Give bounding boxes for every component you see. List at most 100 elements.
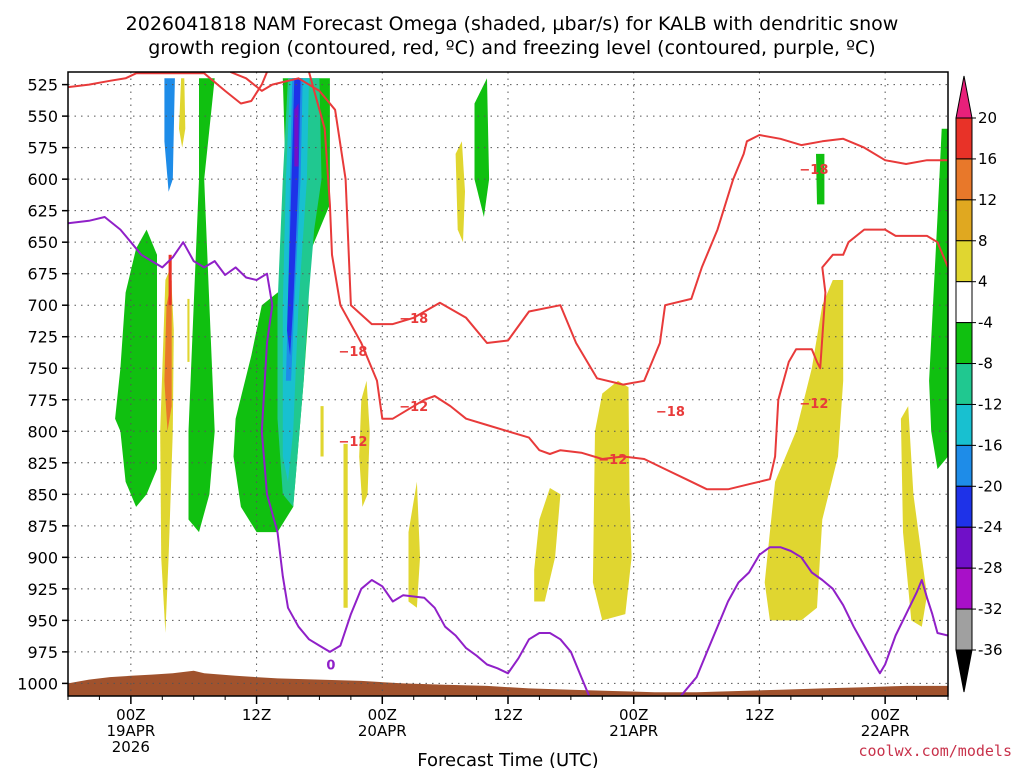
colorbar: 20 16 12 8 4 -4 -8 -12 -16 -20 -24 -28 -32 -36 — [955, 75, 1003, 693]
credit-link[interactable]: coolwx.com/models — [858, 742, 1012, 760]
omega-region-green-1 — [188, 78, 215, 533]
isotherm-label: −12 — [598, 453, 627, 468]
colorbar-swatch — [955, 158, 973, 201]
y-tick-label: 875 — [27, 517, 58, 536]
isotherm-label: 0 — [326, 658, 335, 673]
colorbar-swatch — [955, 363, 973, 405]
y-tick-label: 550 — [27, 107, 58, 126]
x-tick-label: 12Z — [493, 706, 522, 724]
omega-region-green-7 — [122, 412, 137, 438]
omega-region-green-5 — [816, 153, 825, 205]
colorbar-swatch — [955, 608, 973, 651]
y-tick-label: 925 — [27, 580, 58, 599]
y-tick-label: 600 — [27, 170, 58, 189]
x-tick-label: 00Z — [870, 706, 899, 724]
colorbar-swatch — [955, 567, 973, 610]
omega-region-purple-12 — [294, 103, 299, 167]
colorbar-swatch — [955, 117, 973, 160]
y-tick-label: 850 — [27, 485, 58, 504]
y-axis: 525 550 575 600 625 650 675 700 725 750 775 800 825 8… — [17, 76, 68, 693]
colorbar-label: 8 — [978, 232, 988, 250]
y-tick-label: 950 — [27, 611, 58, 630]
x-tick-label: 00Z — [368, 706, 397, 724]
isotherm-minus12-2 — [308, 72, 948, 491]
isotherm-minus12-1 — [68, 72, 268, 105]
colorbar-bottom-arrow — [955, 649, 973, 693]
colorbar-label: -28 — [978, 559, 1003, 577]
x-tick-label: 19APR — [106, 722, 155, 740]
y-tick-label: 825 — [27, 454, 58, 473]
omega-region-yellow-18 — [187, 298, 190, 362]
isotherm-label: −18 — [399, 312, 428, 327]
colorbar-label: -36 — [978, 641, 1003, 659]
omega-region-red-16 — [168, 254, 172, 306]
y-tick-label: 800 — [27, 422, 58, 441]
omega-region-blue-upper-13 — [164, 78, 175, 192]
omega-region-yellow-20 — [343, 443, 348, 608]
isotherm-minus18-0 — [230, 72, 948, 386]
contour-labels: −18 −12 −12 0 −18 −12 −18 −12 −18 — [326, 163, 828, 673]
colorbar-swatch — [955, 322, 973, 365]
omega-region-yellow-17 — [179, 78, 186, 148]
contour-layer — [68, 72, 948, 696]
isotherm-label: −12 — [338, 435, 367, 450]
colorbar-label: 20 — [978, 109, 997, 127]
colorbar-label: -24 — [978, 518, 1003, 536]
y-tick-label: 750 — [27, 359, 58, 378]
y-tick-label: 725 — [27, 328, 58, 347]
y-tick-label: 775 — [27, 391, 58, 410]
chart-title-line2: growth region (contoured, red, ºC) and f… — [148, 37, 875, 59]
y-tick-label: 575 — [27, 139, 58, 158]
y-tick-label: 525 — [27, 76, 58, 95]
omega-region-yellow-21 — [359, 380, 370, 507]
colorbar-label: -4 — [978, 314, 993, 332]
colorbar-label: 4 — [978, 273, 988, 291]
y-tick-label: 650 — [27, 233, 58, 252]
isotherm-0-3 — [68, 216, 948, 696]
colorbar-label: -20 — [978, 477, 1003, 495]
omega-region-orange-15 — [164, 280, 172, 432]
colorbar-swatch — [955, 444, 973, 487]
omega-shading-layer — [115, 78, 948, 633]
colorbar-label: 16 — [978, 150, 997, 168]
colorbar-swatch — [955, 526, 973, 569]
x-tick-label: 00Z — [619, 706, 648, 724]
omega-region-yellow-24 — [534, 488, 561, 602]
x-axis-label: Forecast Time (UTC) — [417, 750, 598, 768]
colorbar-label: -8 — [978, 355, 993, 373]
omega-region-yellow-26 — [764, 280, 844, 621]
omega-region-yellow-25 — [592, 380, 632, 621]
colorbar-swatch — [955, 403, 973, 446]
y-tick-label: 1000 — [17, 674, 58, 693]
omega-region-green-6 — [929, 128, 948, 470]
colorbar-swatch — [955, 240, 973, 283]
colorbar-label: -16 — [978, 436, 1003, 454]
colorbar-swatch — [955, 199, 973, 242]
terrain-layer — [68, 670, 948, 696]
x-tick-label: 20APR — [358, 722, 407, 740]
chart-title-line1: 2026041818 NAM Forecast Omega (shaded, µ… — [126, 13, 899, 35]
isotherm-label: −18 — [799, 163, 828, 178]
y-tick-label: 675 — [27, 265, 58, 284]
omega-region-yellow-23 — [455, 141, 465, 243]
colorbar-label: -32 — [978, 600, 1003, 618]
colorbar-top-arrow — [955, 75, 973, 119]
isotherm-label: −18 — [656, 405, 685, 420]
terrain-fill — [68, 670, 948, 696]
x-tick-label: 2026 — [112, 738, 150, 756]
grid-layer — [68, 72, 948, 696]
y-tick-label: 900 — [27, 548, 58, 567]
colorbar-swatch — [955, 485, 973, 528]
colorbar-label: -12 — [978, 395, 1003, 413]
y-tick-label: 700 — [27, 296, 58, 315]
isotherm-label: −12 — [399, 400, 428, 415]
isotherm-label: −18 — [338, 345, 367, 360]
x-tick-label: 12Z — [242, 706, 271, 724]
y-tick-label: 975 — [27, 643, 58, 662]
isotherm-label: −12 — [799, 397, 828, 412]
y-tick-label: 625 — [27, 202, 58, 221]
colorbar-label: 12 — [978, 191, 997, 209]
x-tick-label: 00Z — [116, 706, 145, 724]
